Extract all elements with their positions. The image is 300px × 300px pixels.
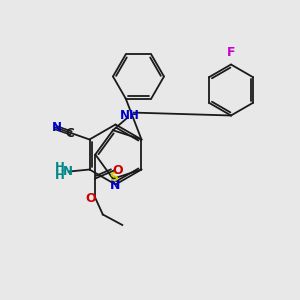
Text: O: O bbox=[85, 191, 96, 205]
Text: S: S bbox=[109, 171, 118, 184]
Text: H: H bbox=[55, 169, 65, 182]
Text: NH: NH bbox=[120, 109, 140, 122]
Text: N: N bbox=[63, 165, 73, 178]
Text: H: H bbox=[55, 161, 65, 175]
Text: N: N bbox=[52, 121, 62, 134]
Text: N: N bbox=[110, 178, 121, 192]
Text: F: F bbox=[227, 46, 235, 59]
Text: C: C bbox=[65, 127, 74, 140]
Text: O: O bbox=[113, 164, 123, 177]
